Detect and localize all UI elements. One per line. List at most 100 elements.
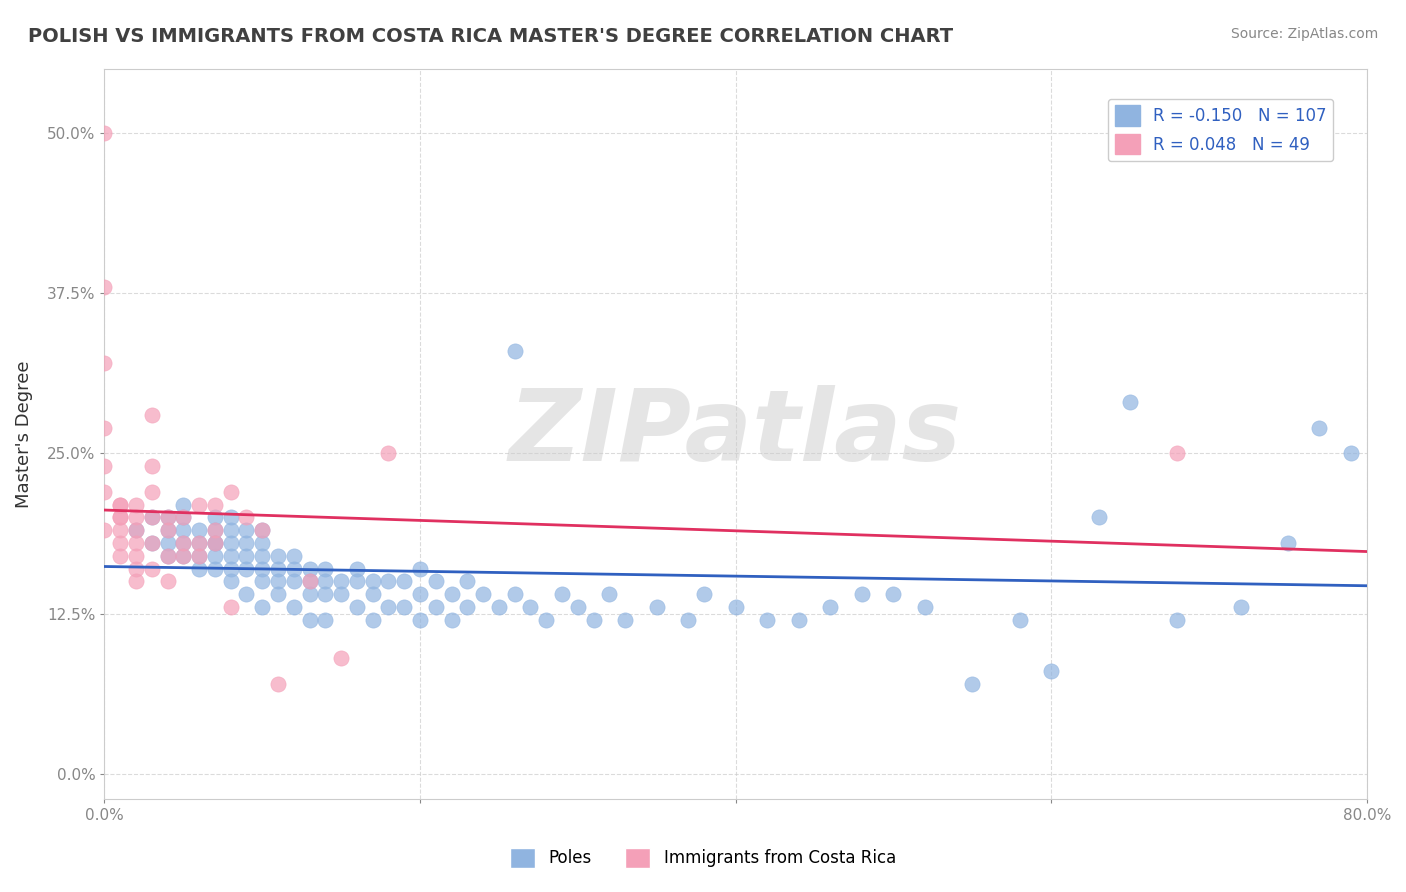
Point	[204, 536, 226, 550]
Point	[219, 561, 242, 575]
Text: ZIPatlas: ZIPatlas	[509, 385, 962, 483]
Point	[172, 510, 194, 524]
Point	[219, 536, 242, 550]
Point	[172, 536, 194, 550]
Point	[141, 458, 163, 473]
Point	[93, 420, 115, 434]
Point	[283, 574, 305, 589]
Point	[882, 587, 904, 601]
Point	[141, 510, 163, 524]
Point	[108, 498, 131, 512]
Point	[488, 600, 510, 615]
Point	[156, 536, 179, 550]
Point	[172, 510, 194, 524]
Point	[298, 613, 321, 627]
Point	[456, 574, 478, 589]
Point	[377, 446, 399, 460]
Point	[440, 587, 463, 601]
Point	[219, 510, 242, 524]
Point	[204, 536, 226, 550]
Text: Source: ZipAtlas.com: Source: ZipAtlas.com	[1230, 27, 1378, 41]
Point	[204, 549, 226, 563]
Point	[1008, 613, 1031, 627]
Point	[346, 574, 368, 589]
Point	[346, 561, 368, 575]
Point	[409, 561, 432, 575]
Point	[108, 523, 131, 537]
Point	[1277, 536, 1299, 550]
Point	[1119, 395, 1142, 409]
Point	[440, 613, 463, 627]
Point	[361, 613, 384, 627]
Point	[409, 587, 432, 601]
Point	[314, 561, 336, 575]
Point	[551, 587, 574, 601]
Point	[361, 587, 384, 601]
Legend: Poles, Immigrants from Costa Rica: Poles, Immigrants from Costa Rica	[503, 841, 903, 875]
Point	[314, 587, 336, 601]
Point	[141, 484, 163, 499]
Point	[172, 549, 194, 563]
Point	[756, 613, 779, 627]
Point	[598, 587, 620, 601]
Point	[235, 536, 257, 550]
Point	[250, 561, 273, 575]
Point	[1040, 664, 1063, 678]
Point	[1340, 446, 1362, 460]
Point	[108, 549, 131, 563]
Point	[787, 613, 810, 627]
Point	[693, 587, 716, 601]
Point	[962, 677, 984, 691]
Point	[267, 677, 290, 691]
Point	[204, 523, 226, 537]
Point	[204, 523, 226, 537]
Point	[250, 549, 273, 563]
Point	[267, 574, 290, 589]
Point	[567, 600, 589, 615]
Point	[330, 574, 353, 589]
Point	[235, 561, 257, 575]
Point	[503, 343, 526, 358]
Point	[93, 523, 115, 537]
Point	[409, 613, 432, 627]
Point	[394, 600, 416, 615]
Point	[250, 536, 273, 550]
Point	[456, 600, 478, 615]
Point	[298, 574, 321, 589]
Point	[298, 561, 321, 575]
Point	[678, 613, 700, 627]
Point	[219, 523, 242, 537]
Point	[425, 574, 447, 589]
Point	[188, 498, 211, 512]
Point	[283, 600, 305, 615]
Point	[536, 613, 558, 627]
Point	[204, 536, 226, 550]
Point	[519, 600, 541, 615]
Point	[93, 356, 115, 370]
Point	[188, 523, 211, 537]
Point	[724, 600, 747, 615]
Point	[1087, 510, 1109, 524]
Point	[267, 549, 290, 563]
Point	[614, 613, 637, 627]
Point	[204, 510, 226, 524]
Point	[250, 574, 273, 589]
Point	[108, 498, 131, 512]
Point	[330, 587, 353, 601]
Point	[472, 587, 495, 601]
Point	[582, 613, 605, 627]
Point	[283, 561, 305, 575]
Point	[141, 408, 163, 422]
Point	[267, 587, 290, 601]
Point	[851, 587, 873, 601]
Point	[346, 600, 368, 615]
Point	[235, 587, 257, 601]
Point	[108, 510, 131, 524]
Point	[219, 549, 242, 563]
Point	[125, 536, 148, 550]
Point	[93, 279, 115, 293]
Point	[377, 574, 399, 589]
Point	[298, 574, 321, 589]
Point	[108, 536, 131, 550]
Point	[188, 549, 211, 563]
